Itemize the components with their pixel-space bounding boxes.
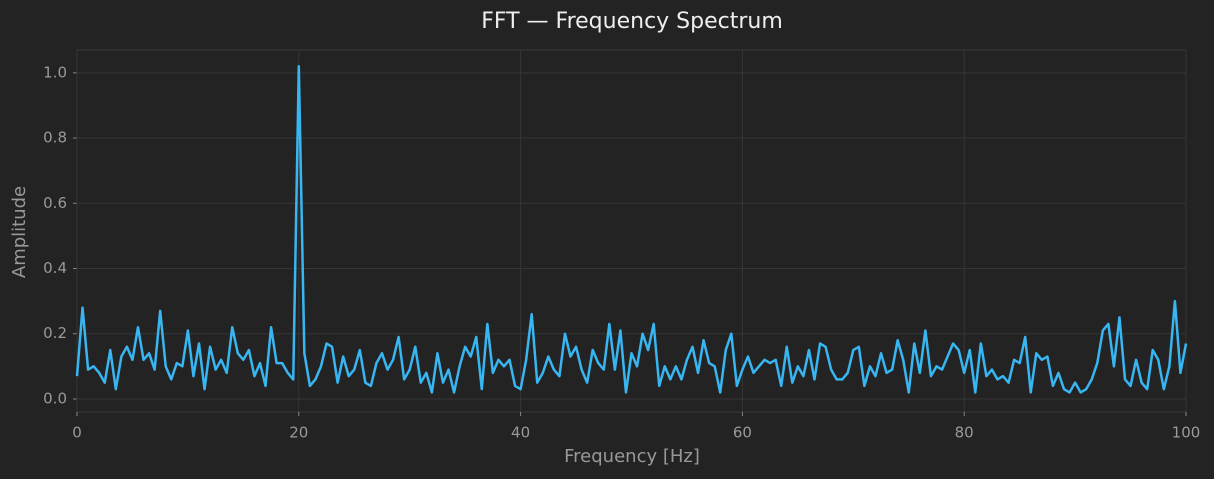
x-axis-label: Frequency [Hz]	[564, 446, 700, 467]
x-tick-label: 60	[733, 424, 752, 442]
x-tick-label: 20	[289, 424, 308, 442]
y-axis-label: Amplitude	[9, 186, 30, 278]
y-tick-label: 0.8	[43, 129, 67, 147]
y-tick-label: 1.0	[43, 63, 67, 81]
chart-title: FFT — Frequency Spectrum	[481, 9, 783, 34]
x-tick-label: 0	[72, 424, 82, 442]
y-tick-label: 0.6	[43, 194, 67, 212]
y-tick-label: 0.2	[43, 324, 67, 342]
x-tick-label: 40	[511, 424, 530, 442]
y-tick-label: 0.0	[43, 389, 67, 407]
x-tick-label: 100	[1172, 424, 1201, 442]
x-tick-label: 80	[955, 424, 974, 442]
spectrum-line	[75, 65, 1188, 394]
y-tick-label: 0.4	[43, 259, 67, 277]
